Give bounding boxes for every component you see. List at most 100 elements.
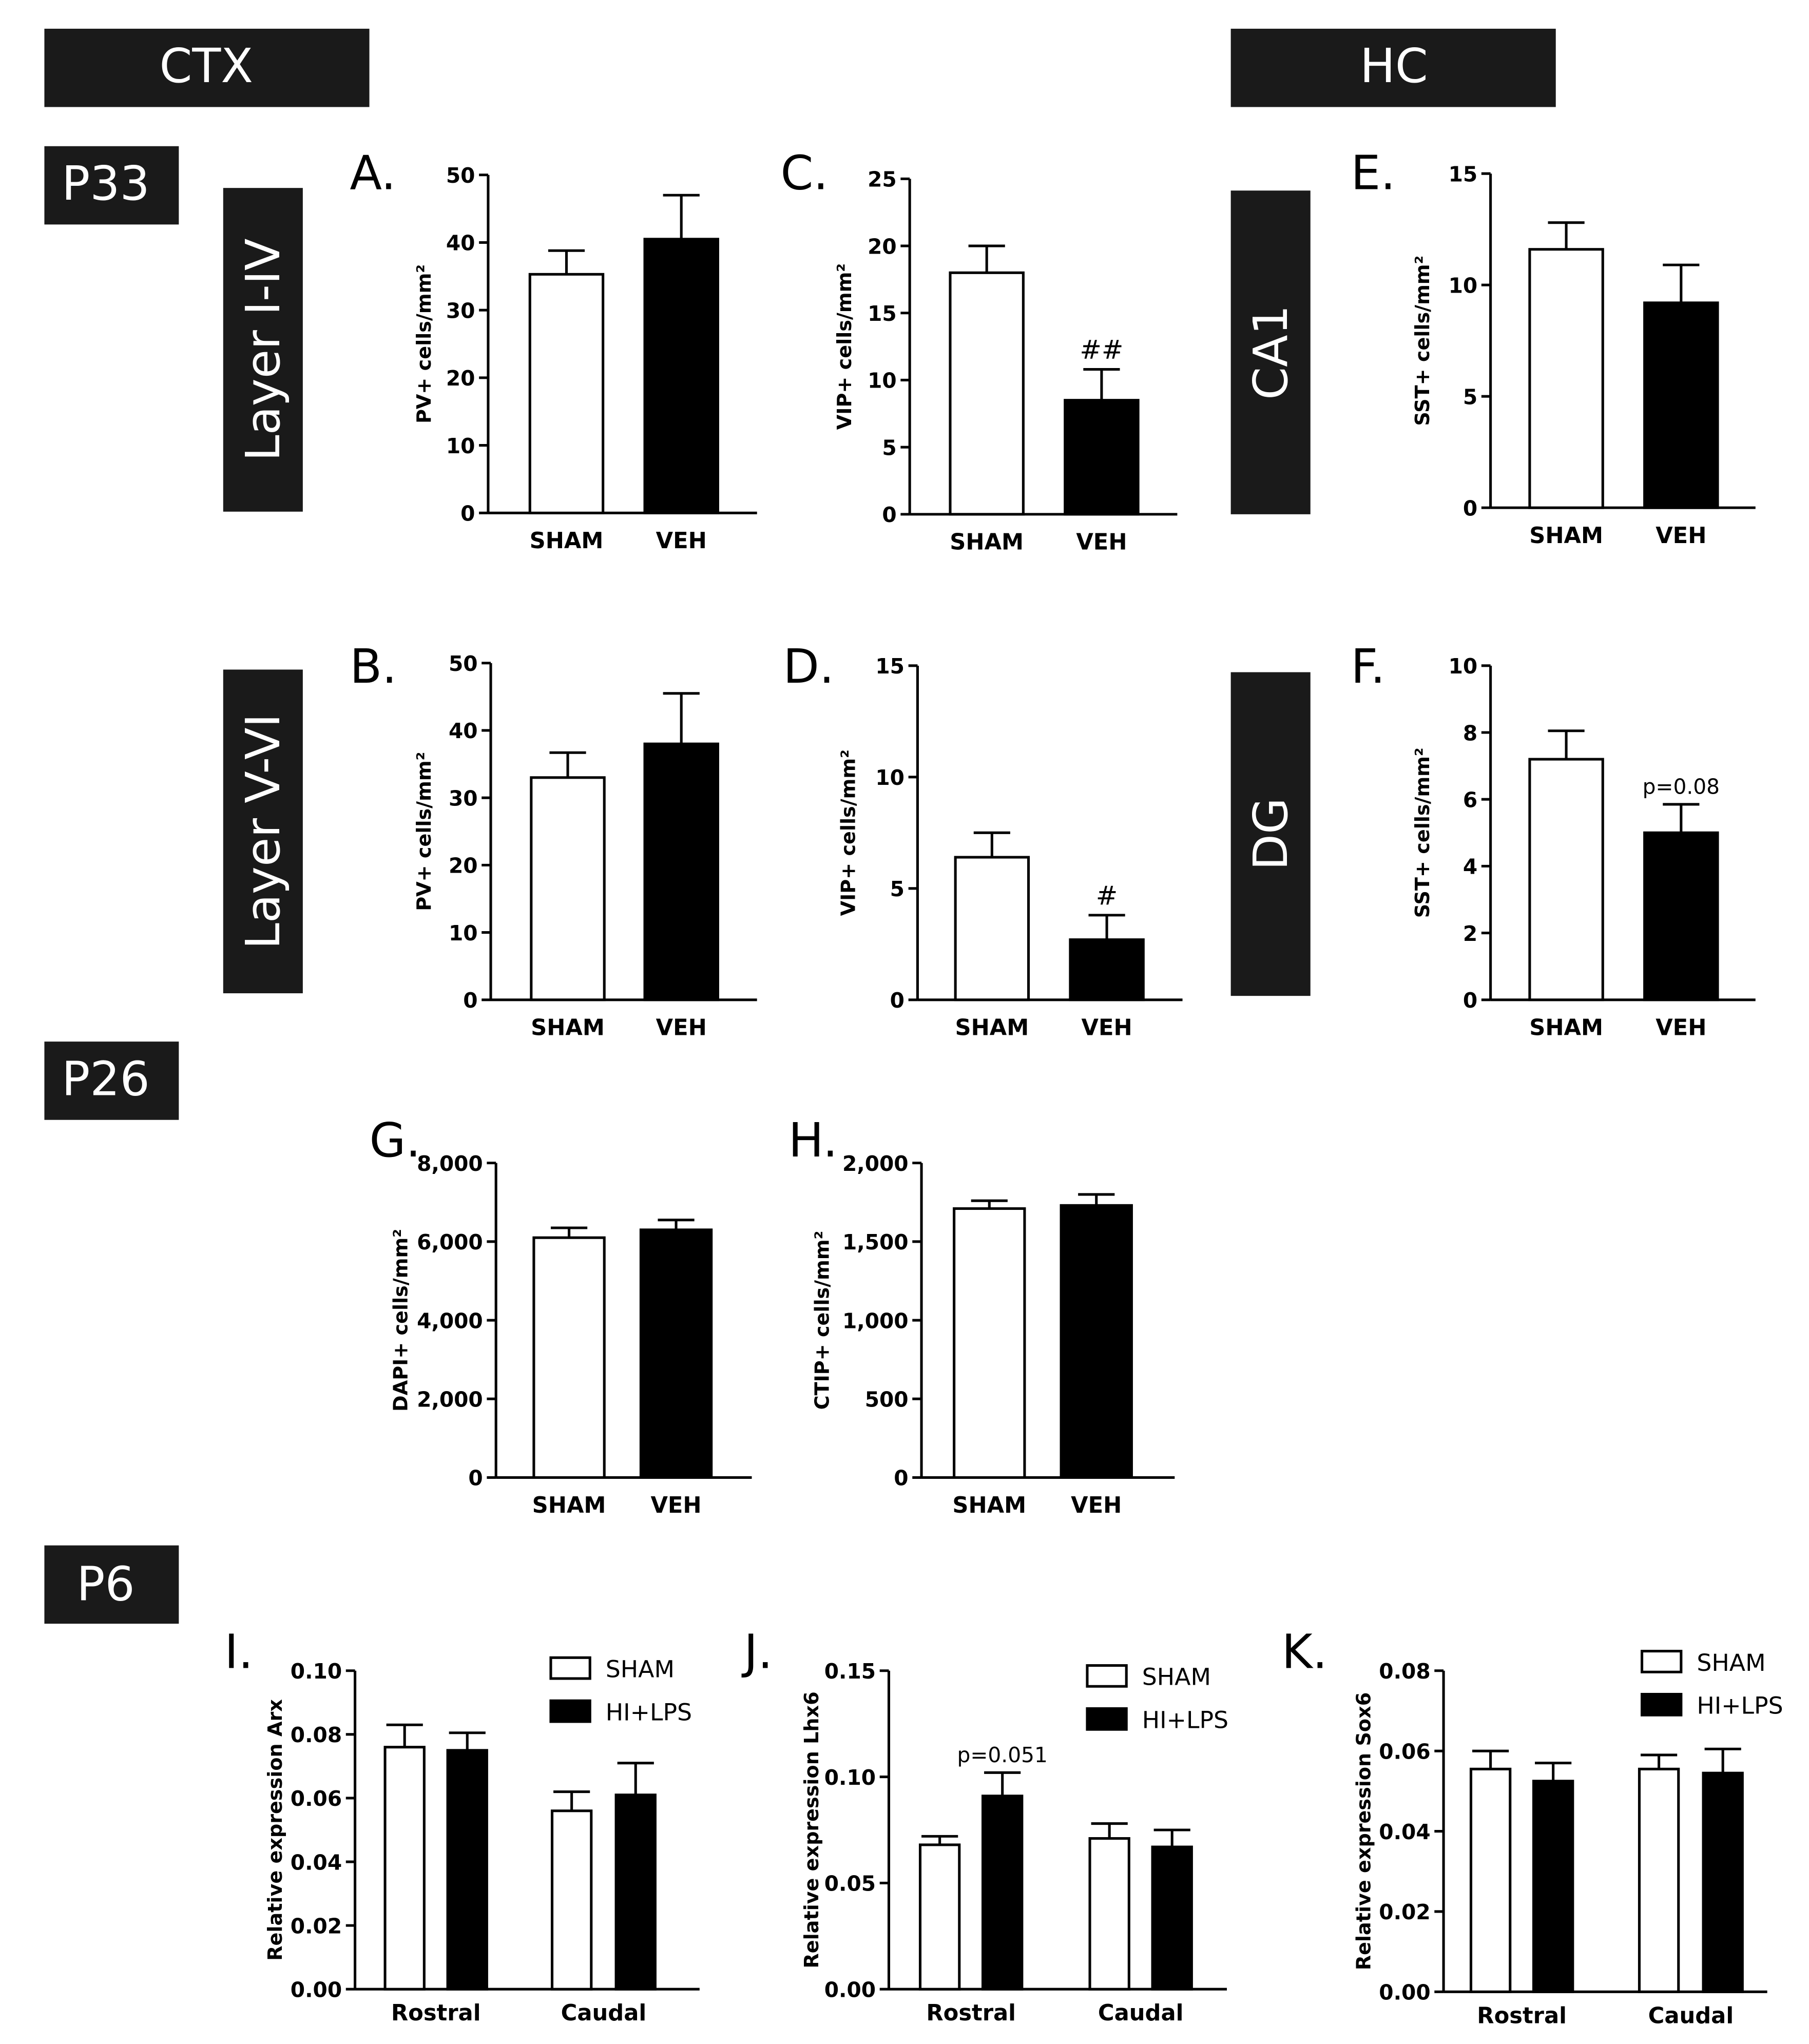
bar-1: [639, 1228, 713, 1479]
y-tick-label: 0.02: [1379, 1900, 1430, 1924]
age-label-p26: P26: [44, 1042, 179, 1120]
x-category-label: SHAM: [950, 530, 1024, 555]
y-tick-label: 10: [449, 921, 478, 946]
y-tick-label: 20: [868, 234, 897, 259]
age-p6-text: P6: [76, 1556, 134, 1611]
legend-label: SHAM: [1142, 1664, 1211, 1691]
x-category-label: VEH: [1656, 523, 1706, 549]
x-category-label: VEH: [656, 1015, 707, 1040]
y-tick-label: 0.15: [824, 1659, 876, 1684]
y-tick-label: 50: [449, 651, 478, 676]
y-tick-label: 0: [882, 503, 896, 527]
x-category-label: SHAM: [530, 528, 604, 554]
y-tick-label: 0.00: [1379, 1980, 1430, 2005]
legend-swatch: [1641, 1650, 1683, 1673]
bar-1-0: [1088, 1837, 1130, 1991]
y-tick-label: 25: [868, 167, 897, 192]
y-tick-label: 2,000: [842, 1151, 909, 1176]
y-tick-label: 8: [1463, 721, 1477, 745]
panel-letter: F.: [1351, 639, 1385, 694]
bar-1: [643, 742, 719, 1001]
bar-0-1: [446, 1749, 488, 1991]
bar-0: [528, 273, 605, 514]
bar-annotation: #: [1096, 881, 1118, 911]
age-label-p33: P33: [44, 146, 179, 225]
y-tick-label: 0.04: [1379, 1820, 1430, 1844]
region-layer-1-4-text: Layer I-IV: [236, 239, 291, 461]
bar-1: [1643, 831, 1719, 1001]
x-category-label: Caudal: [1648, 2003, 1734, 2029]
legend-swatch: [1086, 1664, 1128, 1688]
y-tick-label: 1,500: [842, 1230, 909, 1255]
y-tick-label: 6,000: [417, 1230, 483, 1255]
y-axis-title: CTIP+ cells/mm²: [811, 1231, 834, 1410]
y-tick-label: 0: [894, 1466, 908, 1491]
y-tick-label: 15: [1449, 162, 1478, 186]
x-category-label: VEH: [1071, 1493, 1122, 1518]
bar-1-0: [550, 1809, 593, 1991]
panel-letter: K.: [1282, 1625, 1327, 1680]
y-tick-label: 2,000: [417, 1387, 483, 1412]
y-tick-label: 30: [449, 786, 478, 811]
y-tick-label: 10: [446, 434, 475, 458]
y-tick-label: 0.08: [1379, 1659, 1430, 1684]
legend-label: HI+LPS: [1142, 1707, 1228, 1734]
y-tick-label: 0: [1463, 988, 1477, 1013]
bar-0: [532, 1236, 606, 1479]
bar-0: [1528, 248, 1604, 509]
y-tick-label: 1,000: [842, 1308, 909, 1333]
legend-label: HI+LPS: [606, 1699, 692, 1726]
x-category-label: Rostral: [1477, 2003, 1567, 2029]
y-tick-label: 40: [449, 719, 478, 743]
bar-1: [1060, 1204, 1133, 1479]
panel-letter: C.: [780, 146, 828, 201]
x-category-label: VEH: [1076, 530, 1127, 555]
chart-panel-2: C. 0 5 10 15 20 25 VIP+ cells/mm² SHAM ## VEH: [780, 146, 1178, 555]
header-ctx: CTX: [44, 28, 370, 107]
legend-swatch: [1641, 1692, 1683, 1717]
y-axis-title: PV+ cells/mm²: [413, 752, 435, 911]
legend-label: HI+LPS: [1697, 1692, 1783, 1720]
chart-panel-5: D. 0 5 10 15 VIP+ cells/mm² SHAM # VEH: [783, 639, 1183, 1040]
y-tick-label: 10: [875, 765, 904, 790]
region-ca1-text: CA1: [1243, 305, 1298, 400]
y-tick-label: 20: [446, 366, 475, 391]
x-category-label: Rostral: [926, 2000, 1016, 2026]
bar-annotation: ##: [1080, 335, 1123, 365]
y-axis-title: Relative expression Lhx6: [800, 1691, 823, 1968]
bar-0: [953, 1207, 1026, 1479]
y-tick-label: 15: [875, 654, 904, 679]
y-tick-label: 10: [1449, 273, 1478, 298]
x-category-label: VEH: [650, 1493, 701, 1518]
age-label-p6: P6: [44, 1545, 179, 1624]
legend-swatch: [549, 1656, 591, 1680]
y-tick-label: 0.10: [291, 1659, 342, 1684]
x-category-label: SHAM: [1529, 523, 1603, 549]
legend-swatch: [549, 1699, 591, 1723]
x-category-label: VEH: [656, 528, 707, 554]
y-tick-label: 30: [446, 298, 475, 323]
bar-1: [1069, 938, 1145, 1001]
y-tick-label: 10: [1449, 654, 1478, 679]
bar-annotation: p=0.051: [957, 1743, 1048, 1767]
chart-panel-4: B. 0 10 20 30 40 50 PV+ cells/mm² SHAM VEH: [350, 639, 757, 1040]
bar-0-1: [982, 1795, 1024, 1991]
y-tick-label: 50: [446, 163, 475, 188]
bar-0: [1528, 758, 1604, 1001]
y-axis-title: DAPI+ cells/mm²: [389, 1229, 412, 1412]
region-layer-1-4: Layer I-IV: [223, 188, 303, 512]
x-category-label: Caudal: [1098, 2000, 1184, 2026]
bar-1: [1643, 301, 1719, 509]
y-tick-label: 6: [1463, 787, 1477, 812]
y-axis-title: VIP+ cells/mm²: [837, 749, 859, 916]
bar-0: [949, 271, 1025, 516]
y-tick-label: 0: [1463, 496, 1477, 520]
x-category-label: Caudal: [561, 2000, 647, 2026]
y-tick-label: 0.02: [291, 1914, 342, 1938]
y-tick-label: 0.00: [291, 1977, 342, 2002]
y-tick-label: 0: [460, 502, 475, 526]
x-category-label: VEH: [1082, 1015, 1132, 1040]
